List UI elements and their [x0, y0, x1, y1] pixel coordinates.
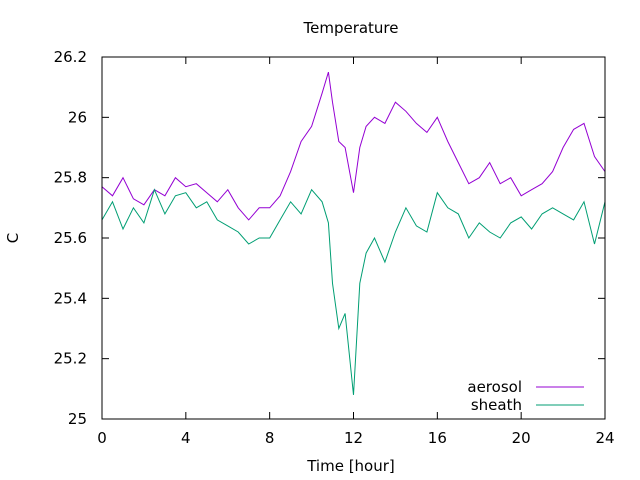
y-axis-label: C	[4, 233, 22, 243]
series-layer	[101, 71, 606, 395]
y-tick-label: 25.8	[54, 169, 87, 187]
x-axis-label: Time [hour]	[306, 457, 395, 475]
y-tick-label: 25	[68, 410, 87, 428]
y-tick-label: 25.4	[54, 289, 87, 307]
plot-border	[101, 56, 606, 420]
y-tick-label: 26.2	[54, 48, 87, 66]
x-tick-label: 0	[97, 429, 107, 447]
x-tick-label: 4	[181, 429, 191, 447]
x-tick-label: 12	[344, 429, 363, 447]
legend-label: sheath	[471, 396, 522, 414]
y-tick-label: 25.6	[54, 229, 87, 247]
x-tick-label: 24	[595, 429, 614, 447]
series-line-sheath	[101, 188, 606, 395]
chart-title: Temperature	[302, 19, 398, 37]
legend-label: aerosol	[467, 378, 522, 396]
x-tick-label: 20	[512, 429, 531, 447]
x-tick-label: 16	[428, 429, 447, 447]
series-line-aerosol	[101, 71, 606, 221]
axis-ticks: 0 4 8 12 16 20 24 25 25.2 25.4 25.6 25.8 26 26.2	[54, 48, 615, 447]
y-tick-label: 26	[68, 108, 87, 126]
x-tick-label: 8	[265, 429, 275, 447]
y-tick-label: 25.2	[54, 350, 87, 368]
